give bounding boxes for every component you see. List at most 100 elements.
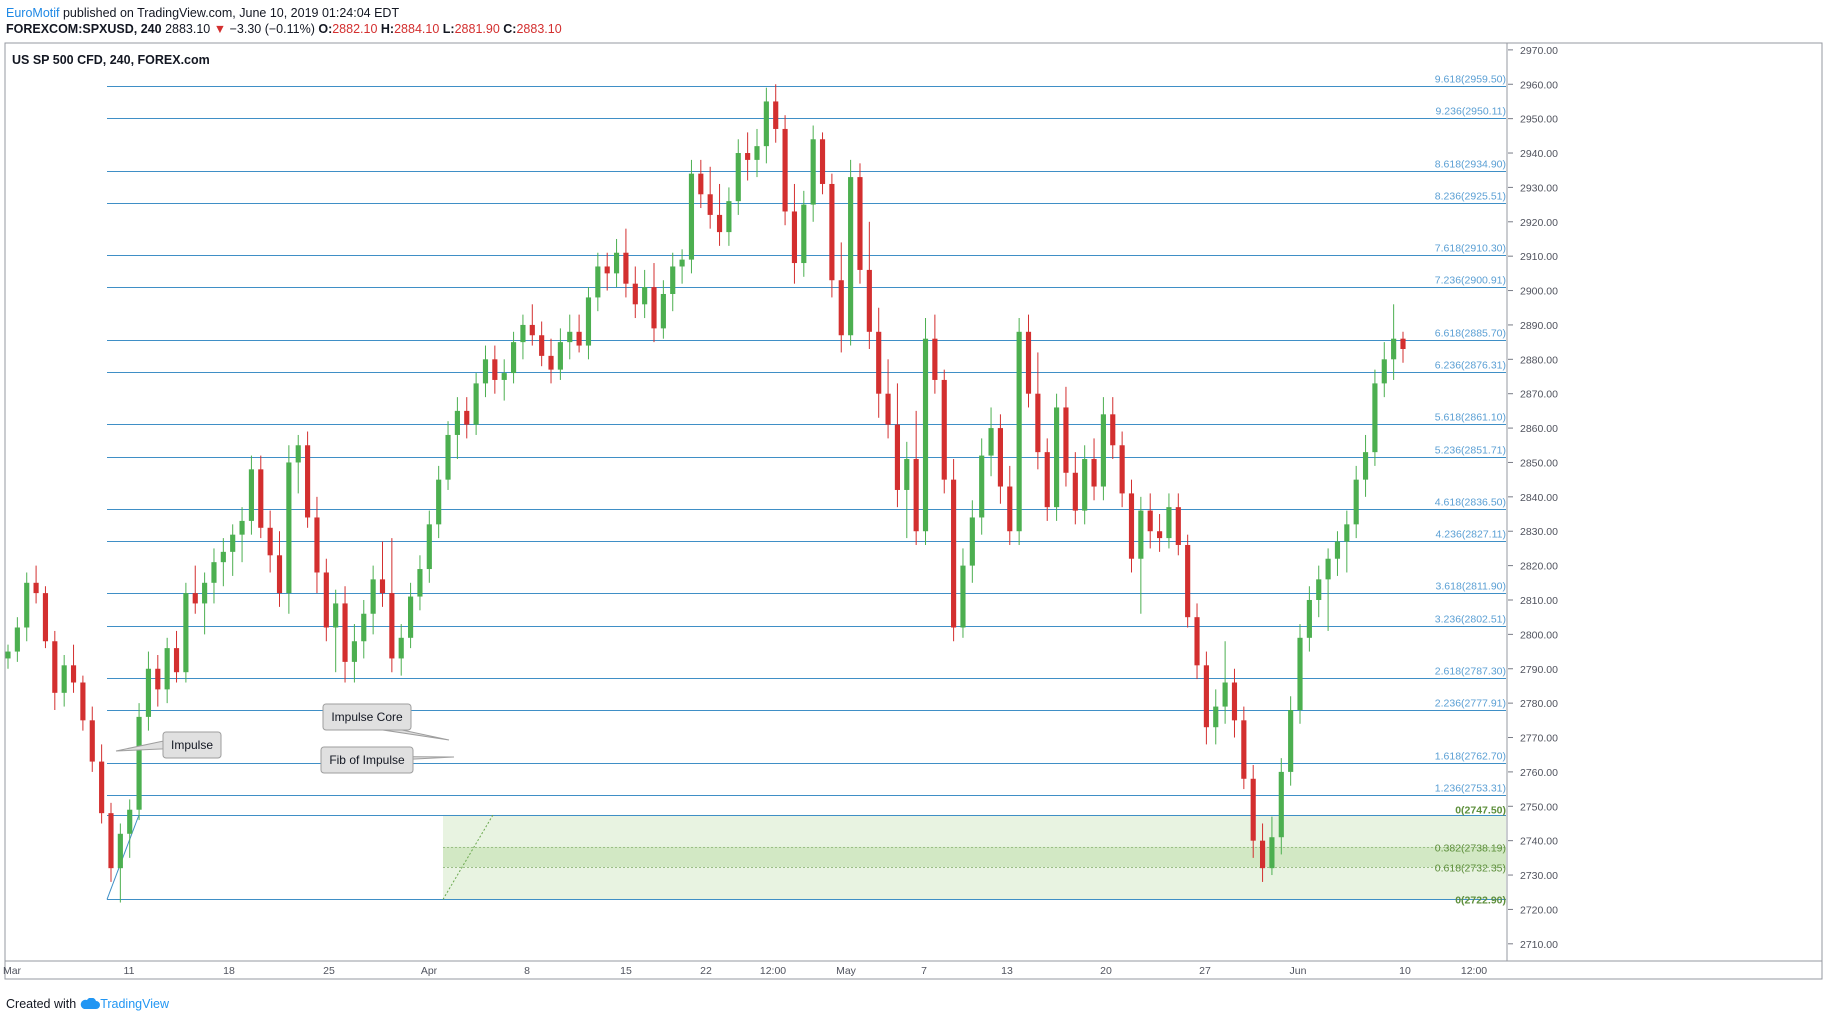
zone-level-label: 0(2722.90) <box>1455 895 1506 907</box>
candle-body <box>286 462 292 594</box>
y-tick-label: 2830.00 <box>1520 526 1558 538</box>
x-tick-label: 7 <box>921 965 927 977</box>
footer: Created with TradingView <box>6 997 169 1011</box>
candle-body <box>670 266 676 294</box>
candle-body <box>398 637 404 659</box>
y-tick-label: 2920.00 <box>1520 217 1558 229</box>
candle-body <box>445 434 451 480</box>
candle-body <box>932 338 938 380</box>
fib-level-label: 2.618(2787.30) <box>1435 666 1506 678</box>
symbol-ohlc: FOREXCOM:SPXUSD, 240 2883.10 ▼ −3.30 (−0… <box>6 22 562 36</box>
candle-body <box>1025 331 1032 394</box>
candle-body <box>791 211 798 264</box>
y-tick-label: 2890.00 <box>1520 320 1558 332</box>
candle-body <box>520 324 526 343</box>
candle-body <box>1278 771 1284 838</box>
y-tick-label: 2940.00 <box>1520 148 1558 160</box>
candle-body <box>492 359 498 380</box>
impulse-guide-line <box>442 814 494 900</box>
candle-body <box>108 813 114 869</box>
candle-body <box>1100 414 1106 487</box>
y-tick-label: 2910.00 <box>1520 251 1558 263</box>
candle-body <box>1203 665 1209 728</box>
candle-body <box>997 428 1003 487</box>
candle-body <box>99 761 105 814</box>
candle-body <box>1222 682 1228 707</box>
open-value: 2882.10 <box>332 22 378 36</box>
y-tick-label: 2860.00 <box>1520 423 1558 435</box>
x-tick-label: 15 <box>620 965 632 977</box>
zone-level-label: 0.618(2732.35) <box>1435 863 1506 875</box>
candle-body <box>1372 383 1378 453</box>
candle-body <box>454 410 460 435</box>
x-tick-label: 18 <box>223 965 235 977</box>
candle-body <box>567 331 573 343</box>
candle-body <box>33 582 39 594</box>
x-tick-label: 12:00 <box>760 965 786 977</box>
zone-level-label: 0(2747.50) <box>1455 805 1506 817</box>
candle-body <box>866 269 872 332</box>
candle-body <box>913 459 919 532</box>
candle-body <box>1288 710 1294 772</box>
candle-body <box>1316 579 1322 600</box>
candle-body <box>1241 720 1247 779</box>
candle-body <box>941 379 947 480</box>
tradingview-logo[interactable]: TradingView <box>80 997 169 1011</box>
y-tick-label: 2770.00 <box>1520 733 1558 745</box>
candle-body <box>173 648 180 673</box>
fib-level-label: 6.236(2876.31) <box>1435 360 1506 372</box>
y-tick-label: 2810.00 <box>1520 595 1558 607</box>
candle-body <box>642 287 648 305</box>
candle-body <box>1063 407 1069 473</box>
zone-level-label: 0.382(2738.19) <box>1435 843 1506 855</box>
x-tick-label: 12:00 <box>1461 965 1487 977</box>
y-tick-label: 2790.00 <box>1520 664 1558 676</box>
close-value: 2883.10 <box>516 22 562 36</box>
candle-body <box>379 579 386 594</box>
candle-body <box>651 287 657 329</box>
candle-body <box>810 139 816 205</box>
low-value: 2881.90 <box>454 22 500 36</box>
candle-body <box>202 582 208 604</box>
candle-body <box>773 101 779 129</box>
candle-body <box>333 603 339 628</box>
callout-box <box>320 746 414 774</box>
publish-text: published on TradingView.com, June 10, 2… <box>59 6 400 20</box>
candle-body <box>735 153 741 202</box>
candle-body <box>539 335 545 356</box>
candle-body <box>576 331 582 346</box>
candle-body <box>698 173 704 195</box>
candle-body <box>305 445 311 518</box>
candle-body <box>922 338 929 532</box>
candle-body <box>745 153 751 160</box>
candle-body <box>473 383 479 425</box>
y-tick-label: 2710.00 <box>1520 939 1558 951</box>
candle-body <box>585 297 592 346</box>
candle-body <box>370 579 376 614</box>
candle-body <box>155 668 161 690</box>
time-axis[interactable] <box>4 960 1823 980</box>
candle-body <box>1044 452 1050 508</box>
candle-body <box>342 603 348 662</box>
candle-body <box>417 569 423 597</box>
fib-level-label: 8.618(2934.90) <box>1435 159 1506 171</box>
candle-body <box>1297 637 1303 711</box>
candle-body <box>482 359 489 384</box>
candle-body <box>557 342 563 370</box>
candle-body <box>436 479 442 525</box>
down-arrow-icon: ▼ <box>213 22 227 36</box>
candle-body <box>688 173 695 260</box>
low-label: L: <box>442 22 455 36</box>
tradingview-label: TradingView <box>100 997 169 1011</box>
x-tick-label: 10 <box>1399 965 1411 977</box>
candle-body <box>754 146 760 160</box>
candle-body <box>1213 706 1219 728</box>
candle-body <box>258 469 264 528</box>
y-tick-label: 2900.00 <box>1520 286 1558 298</box>
candle-body <box>42 593 49 642</box>
candle-body <box>211 562 217 583</box>
candle-body <box>1400 338 1406 349</box>
candle-body <box>623 252 629 284</box>
publisher-link[interactable]: EuroMotif <box>6 6 60 20</box>
